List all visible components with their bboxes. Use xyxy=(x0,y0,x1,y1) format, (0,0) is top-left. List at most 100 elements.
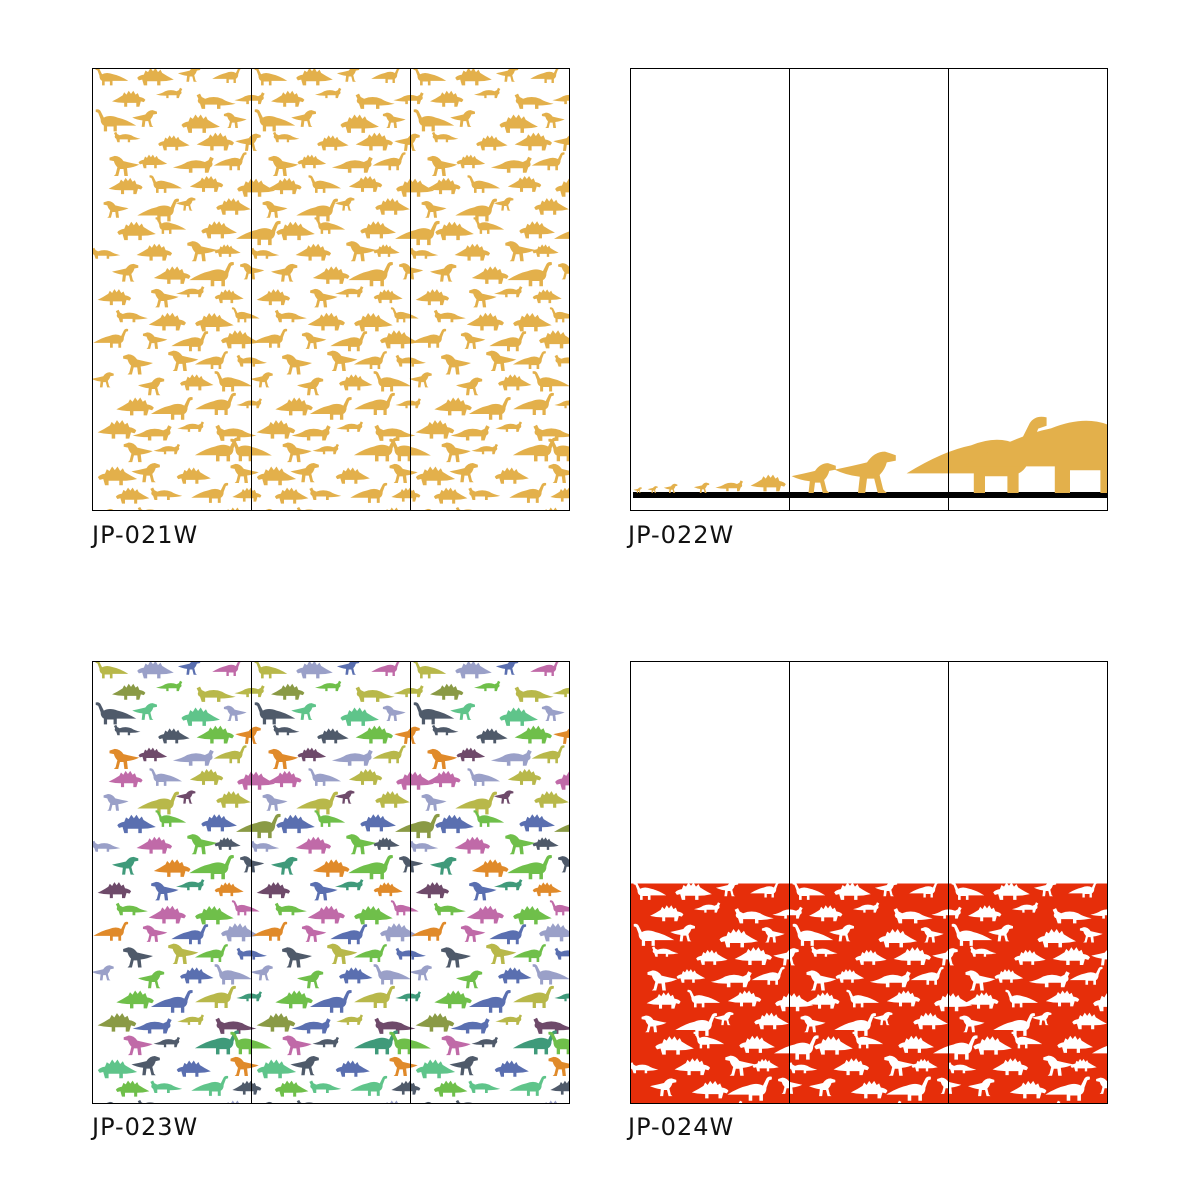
dinosaur-silhouette xyxy=(441,1035,471,1056)
dinosaur-silhouette xyxy=(409,372,432,388)
product-panel-jp-022w[interactable] xyxy=(630,68,1108,511)
dinosaur-silhouette xyxy=(937,1077,962,1094)
dinosaur-silhouette xyxy=(137,69,174,86)
dinosaur-silhouette xyxy=(534,198,569,215)
dinosaur-silhouette xyxy=(548,438,569,462)
dinosaur-silhouette xyxy=(449,1056,478,1076)
dinosaur-silhouette xyxy=(395,220,440,246)
dinosaur-silhouette xyxy=(297,747,327,762)
dinosaur-silhouette xyxy=(541,112,565,129)
dinosaur-silhouette xyxy=(727,1076,772,1101)
dinosaur-silhouette xyxy=(117,221,156,241)
dinosaur-silhouette xyxy=(473,810,505,827)
dinosaur-silhouette xyxy=(194,1030,239,1055)
dinosaur-silhouette xyxy=(274,309,307,323)
dinosaur-silhouette xyxy=(296,1099,314,1103)
dinosaur-silhouette xyxy=(136,243,173,261)
dinosaur-silhouette xyxy=(552,94,569,105)
product-panel-jp-024w[interactable] xyxy=(630,661,1108,1104)
dinosaur-silhouette xyxy=(433,487,468,504)
dinosaur-silhouette xyxy=(633,487,642,493)
dinosaur-silhouette xyxy=(633,923,675,946)
dinosaur-silhouette xyxy=(389,463,418,484)
dinosaur-silhouette xyxy=(93,328,129,348)
dinosaur-silhouette xyxy=(93,247,121,259)
dinosaur-silhouette xyxy=(93,965,114,981)
dinosaur-silhouette xyxy=(176,467,211,484)
product-panel-jp-021w[interactable] xyxy=(92,68,570,511)
dinosaur-silhouette xyxy=(467,175,501,193)
dinosaur-silhouette xyxy=(237,771,276,790)
dinosaur-silhouette xyxy=(424,508,432,510)
dinosaur-silhouette xyxy=(290,463,319,483)
dinosaur-silhouette xyxy=(1092,1046,1107,1054)
dinosaur-silhouette xyxy=(513,905,552,925)
dinosaur-silhouette xyxy=(340,707,379,726)
dinosaur-silhouette xyxy=(353,351,387,370)
dinosaur-silhouette xyxy=(374,1017,416,1034)
dinosaur-silhouette xyxy=(805,992,840,1009)
dinosaur-silhouette xyxy=(330,924,368,945)
dinosaur-silhouette xyxy=(106,508,114,510)
dinosaur-silhouette xyxy=(171,331,209,352)
dinosaur-silhouette xyxy=(775,993,814,1012)
panel-divider xyxy=(251,662,252,1103)
dinosaur-silhouette xyxy=(155,810,187,827)
dinosaur-silhouette xyxy=(490,156,532,173)
dinosaur-silhouette xyxy=(834,1013,876,1036)
dinosaur-silhouette xyxy=(456,154,486,169)
dinosaur-silhouette xyxy=(390,900,419,916)
dinosaur-silhouette xyxy=(486,943,517,964)
dinosaur-silhouette xyxy=(426,177,461,195)
dinosaur-silhouette xyxy=(415,420,455,439)
dinosaur-silhouette xyxy=(754,1012,789,1030)
dinosaur-silhouette xyxy=(435,814,474,834)
dinosaur-silhouette xyxy=(373,964,412,985)
dinosaur-silhouette xyxy=(651,946,679,957)
dinosaur-silhouette xyxy=(932,948,958,966)
dinosaur-silhouette xyxy=(631,1062,659,1074)
dinosaur-silhouette xyxy=(441,354,471,375)
dinosaur-silhouette xyxy=(739,1035,775,1053)
dinosaur-silhouette xyxy=(180,967,214,984)
dinosaur-silhouette xyxy=(507,175,542,192)
dinosaur-silhouette xyxy=(386,1100,402,1103)
dinosaur-silhouette xyxy=(530,69,560,84)
dinosaur-silhouette xyxy=(471,859,509,877)
dinosaur-silhouette xyxy=(494,1060,529,1077)
dinosaur-silhouette xyxy=(214,371,253,392)
pattern-background xyxy=(631,883,1107,1103)
dinosaur-silhouette xyxy=(355,132,394,151)
dinosaur-silhouette xyxy=(441,442,471,463)
dinosaur-silhouette xyxy=(531,152,565,171)
dinosaur-silhouette xyxy=(265,508,273,510)
dinosaur-silhouette xyxy=(467,768,501,786)
dinosaur-silhouette xyxy=(314,217,346,234)
dinosaur-silhouette xyxy=(512,1030,557,1055)
dinosaur-silhouette xyxy=(195,312,234,332)
dinosaur-silhouette xyxy=(751,966,785,985)
dinosaur-silhouette xyxy=(389,1056,418,1077)
dinosaur-silhouette xyxy=(968,905,1002,922)
dinosaur-silhouette xyxy=(1011,902,1039,913)
dinosaur-silhouette xyxy=(532,882,562,897)
product-code: JP-023W xyxy=(92,1113,199,1141)
dinosaur-silhouette xyxy=(214,289,244,304)
dinosaur-silhouette xyxy=(434,397,472,416)
dinosaur-silhouette xyxy=(1056,1100,1061,1103)
dinosaur-silhouette xyxy=(106,1101,114,1103)
dinosaur-silhouette xyxy=(395,991,421,1002)
dinosaur-silhouette xyxy=(646,992,681,1009)
dinosaur-silhouette xyxy=(920,927,944,943)
dinosaur-silhouette xyxy=(505,241,536,262)
dinosaur-silhouette xyxy=(413,662,447,679)
dinosaur-silhouette xyxy=(296,662,333,679)
dinosaur-silhouette xyxy=(112,683,146,700)
product-panel-jp-023w[interactable] xyxy=(92,661,570,1104)
dinosaur-silhouette xyxy=(254,662,288,679)
dinosaur-silhouette xyxy=(550,1080,569,1095)
dinosaur-silhouette xyxy=(97,882,132,899)
dinosaur-silhouette xyxy=(232,1080,262,1095)
dinosaur-silhouette xyxy=(331,156,373,173)
dinosaur-silhouette xyxy=(317,728,349,744)
